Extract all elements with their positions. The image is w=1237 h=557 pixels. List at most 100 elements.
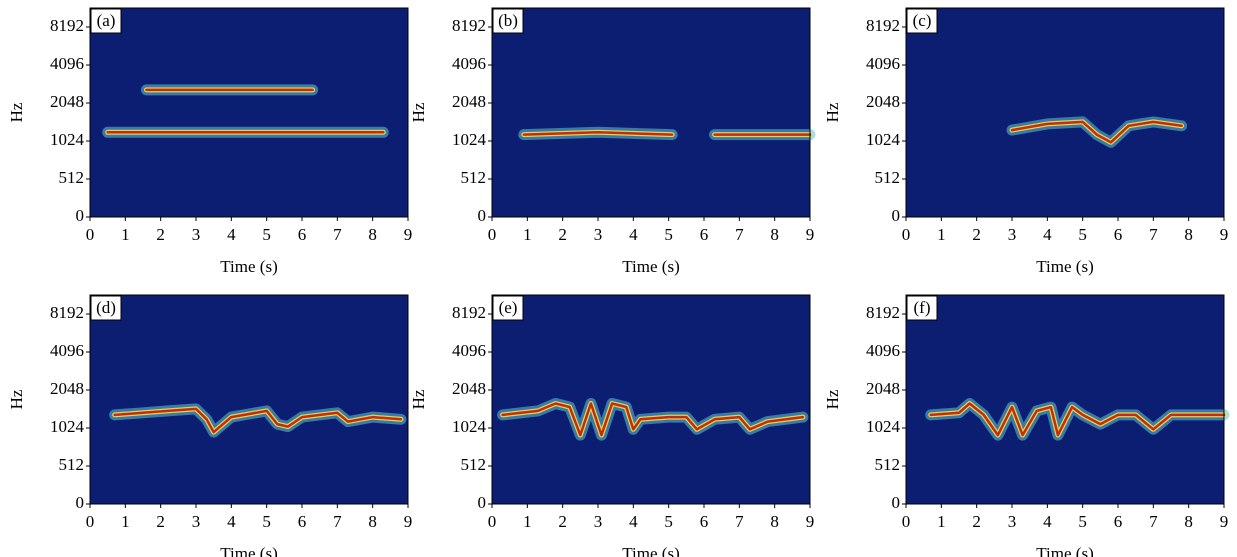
x-tick-label: 3 [1008, 512, 1017, 531]
plot-background [492, 295, 810, 504]
panel-label-box [90, 295, 122, 321]
y-tick-label: 8192 [452, 303, 486, 322]
y-tick-label: 2048 [50, 92, 84, 111]
plot-frame [89, 294, 409, 505]
y-tick-label: 8192 [452, 16, 486, 35]
x-tick-label: 5 [664, 225, 673, 244]
x-tick-label: 0 [488, 225, 497, 244]
x-tick-label: 0 [86, 512, 95, 531]
x-tick-label: 7 [333, 512, 342, 531]
panel-label-box [492, 8, 524, 34]
y-tick-label: 1024 [866, 417, 901, 436]
x-tick-label: 3 [594, 225, 603, 244]
x-tick-label: 6 [700, 225, 709, 244]
x-tick-label: 8 [770, 225, 779, 244]
plot-background [906, 8, 1224, 217]
x-tick-label: 6 [298, 512, 307, 531]
trace-core [929, 402, 1226, 437]
y-tick-label: 4096 [452, 341, 486, 360]
x-tick-label: 1 [523, 512, 532, 531]
x-tick-label: 2 [156, 225, 165, 244]
y-tick-label: 4096 [50, 341, 84, 360]
y-tick-label: 1024 [50, 130, 85, 149]
x-tick-label: 7 [735, 225, 744, 244]
x-tick-label: 5 [1078, 512, 1087, 531]
x-tick-label: 1 [121, 512, 130, 531]
x-tick-label: 3 [1008, 225, 1017, 244]
x-tick-label: 8 [1184, 225, 1193, 244]
x-tick-label: 1 [937, 225, 946, 244]
plot-frame [491, 7, 811, 218]
x-tick-label: 1 [523, 225, 532, 244]
x-tick-label: 7 [735, 512, 744, 531]
y-axis-label: Hz [7, 389, 26, 409]
x-tick-label: 4 [1043, 225, 1052, 244]
plot-frame [89, 7, 409, 218]
x-tick-label: 4 [1043, 512, 1052, 531]
y-tick-label: 0 [478, 206, 487, 225]
y-axis-label: Hz [409, 102, 428, 122]
y-axis-label: Hz [823, 102, 842, 122]
x-axis-label: Time (s) [622, 544, 679, 557]
x-tick-label: 0 [86, 225, 95, 244]
plot-background [90, 8, 408, 217]
x-axis-label: Time (s) [220, 544, 277, 557]
y-tick-label: 8192 [50, 303, 84, 322]
x-tick-label: 9 [1220, 225, 1229, 244]
x-tick-label: 8 [1184, 512, 1193, 531]
x-tick-label: 5 [664, 512, 673, 531]
y-tick-label: 1024 [866, 130, 901, 149]
panel-label: (d) [96, 298, 116, 317]
x-tick-label: 0 [902, 225, 911, 244]
y-tick-label: 0 [892, 206, 901, 225]
y-tick-label: 8192 [866, 16, 900, 35]
panel-label: (f) [914, 298, 931, 317]
y-tick-label: 4096 [866, 341, 900, 360]
x-tick-label: 6 [1114, 512, 1123, 531]
x-tick-label: 9 [806, 512, 815, 531]
y-tick-label: 2048 [866, 379, 900, 398]
panel-label: (e) [499, 298, 518, 317]
x-tick-label: 3 [192, 512, 201, 531]
panel-label-box [492, 295, 524, 321]
y-tick-label: 4096 [50, 54, 84, 73]
x-tick-label: 6 [700, 512, 709, 531]
y-tick-label: 512 [875, 168, 901, 187]
y-tick-label: 0 [76, 493, 85, 512]
trace-core [501, 402, 805, 437]
x-tick-label: 2 [558, 225, 567, 244]
y-tick-label: 0 [76, 206, 85, 225]
y-axis-label: Hz [823, 389, 842, 409]
plot-background [90, 295, 408, 504]
x-tick-label: 8 [368, 225, 377, 244]
y-tick-label: 512 [59, 455, 85, 474]
x-tick-label: 3 [192, 225, 201, 244]
panel-label: (c) [913, 11, 932, 30]
x-tick-label: 9 [404, 225, 413, 244]
x-tick-label: 9 [1220, 512, 1229, 531]
x-tick-label: 1 [121, 225, 130, 244]
y-tick-label: 0 [892, 493, 901, 512]
x-tick-label: 8 [770, 512, 779, 531]
y-tick-label: 4096 [452, 54, 486, 73]
x-tick-label: 3 [594, 512, 603, 531]
trace-core [113, 407, 403, 434]
panel-label-box [906, 295, 938, 321]
y-tick-label: 512 [461, 168, 487, 187]
panel-label: (a) [97, 11, 116, 30]
x-tick-label: 7 [1149, 512, 1158, 531]
y-tick-label: 1024 [452, 130, 487, 149]
x-tick-label: 6 [1114, 225, 1123, 244]
x-tick-label: 9 [806, 225, 815, 244]
plot-frame [905, 7, 1225, 218]
y-tick-label: 2048 [866, 92, 900, 111]
x-tick-label: 2 [156, 512, 165, 531]
y-tick-label: 512 [59, 168, 85, 187]
x-tick-label: 5 [1078, 225, 1087, 244]
trace-core [1010, 120, 1183, 144]
x-tick-label: 1 [937, 512, 946, 531]
x-tick-label: 2 [972, 225, 981, 244]
plot-background [906, 295, 1224, 504]
y-tick-label: 512 [875, 455, 901, 474]
y-tick-label: 2048 [452, 92, 486, 111]
